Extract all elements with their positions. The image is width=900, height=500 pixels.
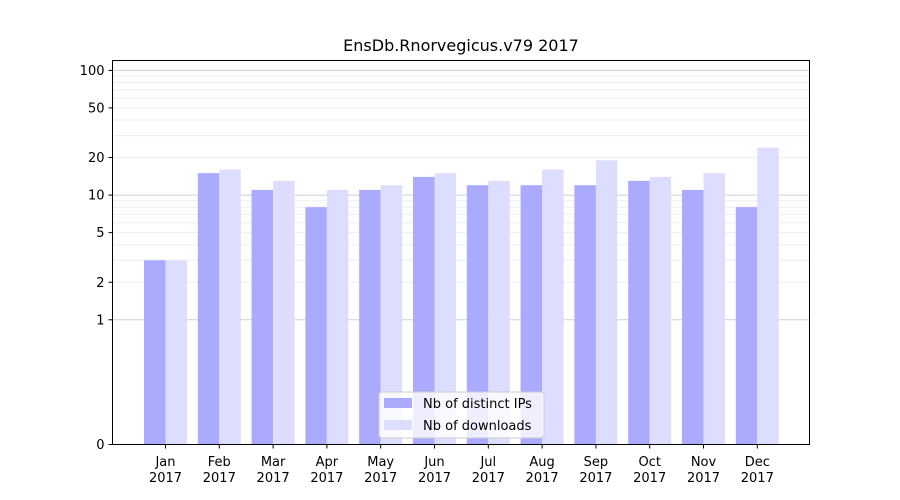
x-tick-label-year: 2017 bbox=[364, 471, 397, 486]
y-tick-label: 0 bbox=[96, 438, 104, 453]
x-tick-label-month: Dec bbox=[745, 455, 770, 470]
bar-downloads bbox=[542, 169, 564, 445]
x-tick-label-year: 2017 bbox=[687, 471, 720, 486]
bar-ips bbox=[144, 260, 166, 445]
y-tick-label: 10 bbox=[88, 189, 105, 204]
x-tick-label-year: 2017 bbox=[526, 471, 559, 486]
bar-downloads bbox=[649, 176, 672, 445]
x-tick-label-month: Jan bbox=[154, 455, 175, 470]
x-tick-label-year: 2017 bbox=[203, 471, 236, 486]
bar-ips bbox=[735, 207, 758, 445]
x-tick-label-year: 2017 bbox=[149, 471, 182, 486]
x-tick-label-year: 2017 bbox=[418, 471, 451, 486]
x-tick-label-month: Aug bbox=[529, 455, 554, 470]
bar-downloads bbox=[595, 160, 618, 445]
x-tick-label-month: Jul bbox=[479, 455, 496, 470]
legend-label-downloads: Nb of downloads bbox=[423, 419, 532, 434]
x-tick-label-year: 2017 bbox=[633, 471, 666, 486]
legend-swatch-ips bbox=[384, 398, 412, 408]
bar-downloads bbox=[488, 180, 510, 445]
bar-downloads bbox=[326, 189, 349, 445]
bar-ips bbox=[628, 180, 650, 445]
legend-label-ips: Nb of distinct IPs bbox=[423, 397, 532, 412]
bars bbox=[144, 147, 779, 445]
x-tick-label-month: Oct bbox=[638, 455, 660, 470]
legend-swatch-downloads bbox=[384, 420, 412, 430]
bar-ips bbox=[466, 185, 489, 445]
x-tick-label-month: May bbox=[367, 455, 394, 470]
bar-ips bbox=[520, 185, 543, 445]
x-tick-label-year: 2017 bbox=[310, 471, 343, 486]
y-tick-label: 100 bbox=[80, 64, 105, 79]
x-tick-label-month: Apr bbox=[316, 455, 339, 470]
x-tick-label-month: Jun bbox=[423, 455, 444, 470]
bar-downloads bbox=[757, 147, 779, 445]
bar-downloads bbox=[165, 260, 187, 445]
y-tick-label: 1 bbox=[96, 313, 104, 328]
plot-frame bbox=[112, 60, 810, 445]
bar-downloads bbox=[219, 169, 241, 445]
x-tick-label-month: Nov bbox=[691, 455, 717, 470]
x-tick-label-month: Mar bbox=[261, 455, 286, 470]
bar-ips bbox=[251, 189, 274, 445]
x-tick-label-month: Feb bbox=[208, 455, 231, 470]
x-tick-label-month: Sep bbox=[584, 455, 609, 470]
x-tick-label-year: 2017 bbox=[579, 471, 612, 486]
bar-downloads bbox=[703, 173, 725, 445]
x-axis: Jan2017Feb2017Mar2017Apr2017May2017Jun20… bbox=[149, 444, 774, 486]
bar-ips bbox=[305, 207, 327, 445]
x-tick-label-year: 2017 bbox=[257, 471, 290, 486]
bar-ips bbox=[574, 185, 596, 445]
bar-downloads bbox=[434, 173, 456, 445]
bar-downloads bbox=[380, 185, 403, 445]
y-tick-label: 20 bbox=[88, 151, 105, 166]
bar-downloads bbox=[273, 180, 295, 445]
y-tick-label: 5 bbox=[96, 226, 104, 241]
chart-title: EnsDb.Rnorvegicus.v79 2017 bbox=[343, 36, 579, 55]
y-tick-label: 50 bbox=[88, 101, 105, 116]
bar-ips bbox=[682, 189, 704, 445]
bar-ips bbox=[197, 173, 220, 445]
legend: Nb of distinct IPs Nb of downloads bbox=[378, 391, 545, 439]
x-tick-label-year: 2017 bbox=[741, 471, 774, 486]
legend-frame bbox=[378, 391, 545, 439]
y-axis: 0 1 2 5 10 20 50 100 bbox=[80, 64, 113, 453]
y-tick-label: 2 bbox=[96, 276, 104, 291]
bar-ips bbox=[359, 189, 381, 445]
bar-ips bbox=[413, 176, 435, 445]
x-tick-label-year: 2017 bbox=[472, 471, 505, 486]
